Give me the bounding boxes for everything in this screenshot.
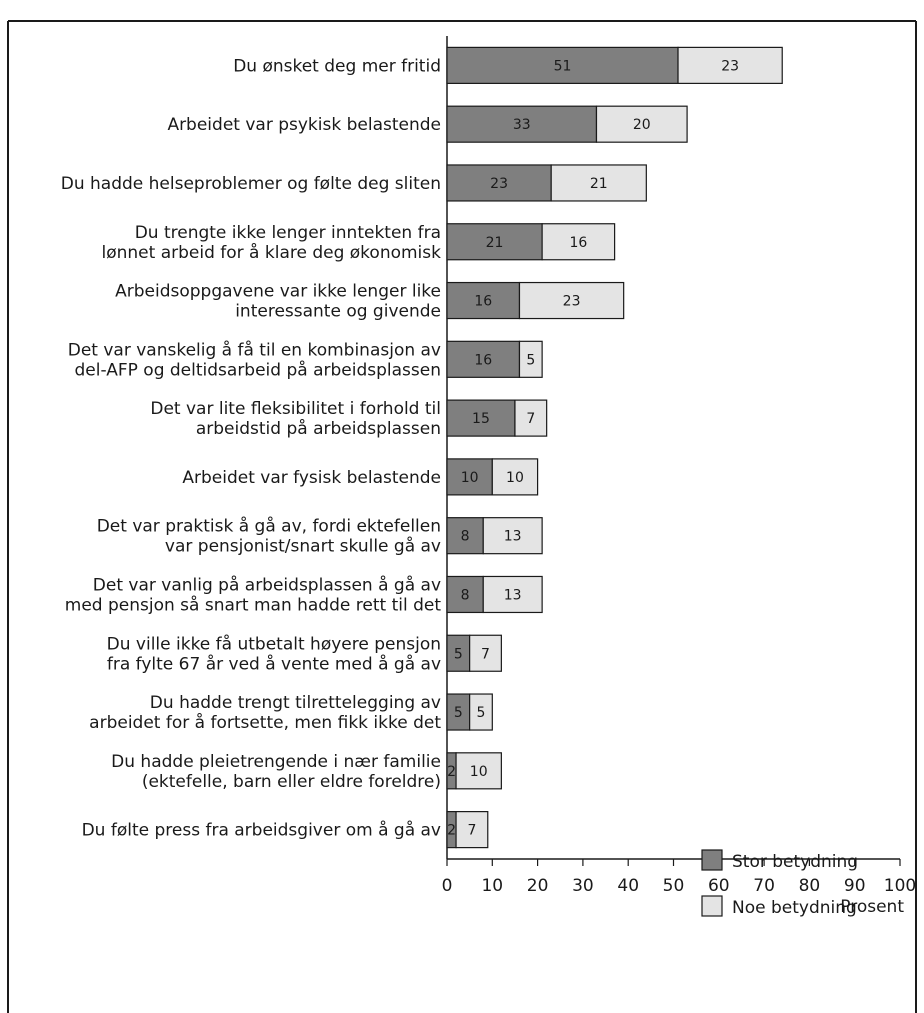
category-label-2: Du hadde helseproblemer og følte deg sli… — [61, 174, 441, 194]
category-label-6: Det var lite fleksibilitet i forhold til… — [150, 399, 441, 439]
data-label-noe-betydning-4: 23 — [563, 294, 581, 310]
data-label-noe-betydning-6: 7 — [526, 411, 535, 427]
data-label-noe-betydning-2: 21 — [590, 176, 608, 192]
category-label-7: Arbeidet var fysisk belastende — [182, 468, 441, 488]
legend-swatch-stor-betydning — [701, 849, 723, 871]
bar-noe-betydning-0 — [677, 46, 783, 84]
category-label-8: Det var praktisk å gå av, fordi ektefell… — [97, 516, 441, 557]
bar-stor-betydning-9 — [446, 575, 484, 614]
data-label-noe-betydning-3: 16 — [569, 235, 587, 251]
data-label-stor-betydning-5: 16 — [474, 352, 492, 368]
bar-stor-betydning-2 — [446, 164, 552, 202]
data-label-stor-betydning-7: 10 — [461, 470, 479, 486]
data-label-noe-betydning-8: 13 — [504, 529, 522, 545]
category-label-11: Du hadde trengt tilrettelegging av arbeid… — [89, 693, 441, 733]
bar-noe-betydning-5 — [518, 340, 543, 378]
data-label-stor-betydning-13: 2 — [447, 823, 456, 839]
category-label-13: Du følte press fra arbeidsgiver om å gå … — [82, 820, 441, 841]
data-label-stor-betydning-6: 15 — [472, 411, 490, 427]
bar-noe-betydning-13 — [455, 811, 489, 849]
data-label-stor-betydning-8: 8 — [461, 529, 470, 545]
x-tick-label-40: 40 — [617, 876, 639, 896]
bar-noe-betydning-9 — [482, 575, 543, 614]
bar-noe-betydning-10 — [469, 634, 502, 672]
bars-layer: Du ønsket deg mer fritid 51 23 Arbeidet var… — [61, 46, 783, 849]
bar-stor-betydning-7 — [446, 458, 493, 496]
bar-stor-betydning-5 — [446, 340, 521, 378]
data-label-noe-betydning-13: 7 — [467, 823, 476, 839]
legend-swatch-noe-betydning — [701, 895, 723, 917]
x-ticks-layer: 0 10 20 30 40 50 60 70 80 90 100 — [442, 859, 916, 896]
data-label-stor-betydning-10: 5 — [454, 646, 463, 662]
data-label-noe-betydning-9: 13 — [504, 587, 522, 603]
bar-noe-betydning-3 — [541, 223, 616, 261]
category-label-9: Det var vanlig på arbeidsplassen å gå av… — [65, 574, 442, 615]
bar-noe-betydning-6 — [514, 399, 548, 437]
data-label-stor-betydning-1: 33 — [513, 117, 531, 133]
bar-stor-betydning-1 — [446, 105, 598, 143]
x-tick-label-30: 30 — [572, 876, 594, 896]
x-tick-label-70: 70 — [753, 876, 775, 896]
x-tick-label-60: 60 — [708, 876, 730, 896]
x-tick-label-10: 10 — [481, 876, 503, 896]
x-tick-label-20: 20 — [527, 876, 549, 896]
x-tick-label-80: 80 — [799, 876, 821, 896]
x-tick-label-50: 50 — [663, 876, 685, 896]
data-label-noe-betydning-11: 5 — [477, 705, 486, 721]
data-label-noe-betydning-10: 7 — [481, 646, 490, 662]
data-label-stor-betydning-0: 51 — [554, 58, 572, 74]
bar-noe-betydning-12 — [455, 752, 502, 790]
data-label-noe-betydning-7: 10 — [506, 470, 524, 486]
data-label-stor-betydning-12: 2 — [447, 764, 456, 780]
x-tick-label-90: 90 — [844, 876, 866, 896]
data-label-noe-betydning-5: 5 — [526, 352, 535, 368]
bar-stor-betydning-6 — [446, 399, 516, 437]
data-label-stor-betydning-9: 8 — [461, 587, 470, 603]
bar-noe-betydning-7 — [491, 458, 539, 496]
category-label-3: Du trengte ikke lenger inntekten fra lønn… — [102, 223, 442, 263]
data-label-noe-betydning-1: 20 — [633, 117, 651, 133]
data-label-stor-betydning-4: 16 — [474, 294, 492, 310]
category-label-0: Du ønsket deg mer fritid — [233, 56, 441, 76]
bar-stor-betydning-4 — [446, 281, 521, 320]
bar-noe-betydning-11 — [469, 693, 493, 731]
bar-stor-betydning-3 — [446, 223, 543, 261]
legend-label-noe-betydning: Noe betydning — [732, 898, 857, 918]
data-label-noe-betydning-0: 23 — [721, 58, 739, 74]
x-axis-title: Prosent — [840, 897, 904, 917]
data-label-stor-betydning-11: 5 — [454, 705, 463, 721]
category-label-1: Arbeidet var psykisk belastende — [167, 115, 441, 135]
data-label-stor-betydning-3: 21 — [486, 235, 504, 251]
x-tick-label-100: 100 — [884, 876, 916, 896]
data-label-stor-betydning-2: 23 — [490, 176, 508, 192]
category-label-10: Du ville ikke få utbetalt høyere pensjon… — [107, 633, 441, 674]
category-label-4: Arbeidsoppgavene var ikke lenger like int… — [115, 282, 441, 322]
chart-frame — [7, 20, 917, 1013]
bar-stor-betydning-0 — [446, 46, 679, 84]
bar-noe-betydning-1 — [595, 105, 688, 143]
bar-noe-betydning-2 — [550, 164, 647, 202]
x-tick-label-0: 0 — [442, 876, 453, 896]
legend-label-stor-betydning: Stor betydning — [732, 852, 858, 872]
category-label-12: Du hadde pleietrengende i nær familie (ek… — [111, 752, 441, 792]
legend: Stor betydning Noe betydning — [701, 849, 858, 918]
bar-noe-betydning-4 — [518, 281, 625, 320]
data-label-noe-betydning-12: 10 — [470, 764, 488, 780]
bar-noe-betydning-8 — [482, 517, 543, 555]
category-label-5: Det var vanskelig å få til en kombinasjo… — [68, 339, 441, 380]
bar-stor-betydning-8 — [446, 517, 484, 555]
